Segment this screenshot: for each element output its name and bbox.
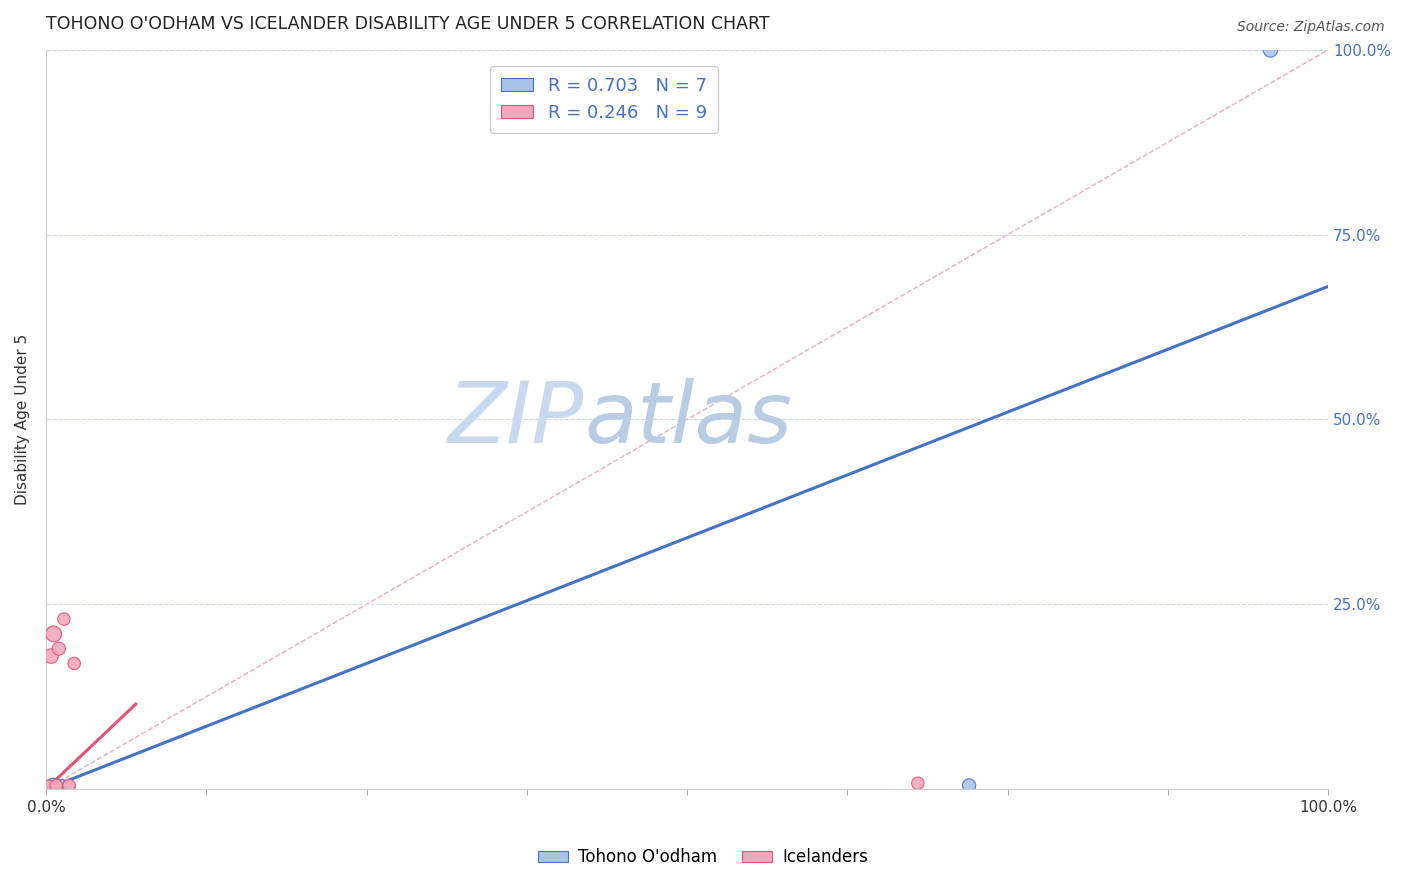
Point bbox=[42, 627, 65, 641]
Point bbox=[58, 779, 80, 793]
Point bbox=[45, 779, 67, 793]
Point bbox=[957, 779, 980, 793]
Point bbox=[63, 657, 86, 671]
Point bbox=[1260, 43, 1282, 57]
Legend: Tohono O'odham, Icelanders: Tohono O'odham, Icelanders bbox=[531, 842, 875, 873]
Point bbox=[52, 612, 75, 626]
Point bbox=[39, 649, 62, 664]
Y-axis label: Disability Age Under 5: Disability Age Under 5 bbox=[15, 334, 30, 505]
Point bbox=[45, 780, 67, 794]
Point bbox=[38, 780, 60, 794]
Point bbox=[42, 778, 65, 792]
Point bbox=[51, 779, 73, 793]
Legend: R = 0.703   N = 7, R = 0.246   N = 9: R = 0.703 N = 7, R = 0.246 N = 9 bbox=[489, 66, 717, 133]
Text: atlas: atlas bbox=[585, 378, 793, 461]
Text: TOHONO O'ODHAM VS ICELANDER DISABILITY AGE UNDER 5 CORRELATION CHART: TOHONO O'ODHAM VS ICELANDER DISABILITY A… bbox=[46, 15, 769, 33]
Text: ZIP: ZIP bbox=[449, 378, 585, 461]
Point bbox=[58, 779, 80, 793]
Text: Source: ZipAtlas.com: Source: ZipAtlas.com bbox=[1237, 20, 1385, 34]
Point bbox=[48, 641, 70, 656]
Point bbox=[38, 780, 60, 794]
Point bbox=[907, 776, 929, 790]
